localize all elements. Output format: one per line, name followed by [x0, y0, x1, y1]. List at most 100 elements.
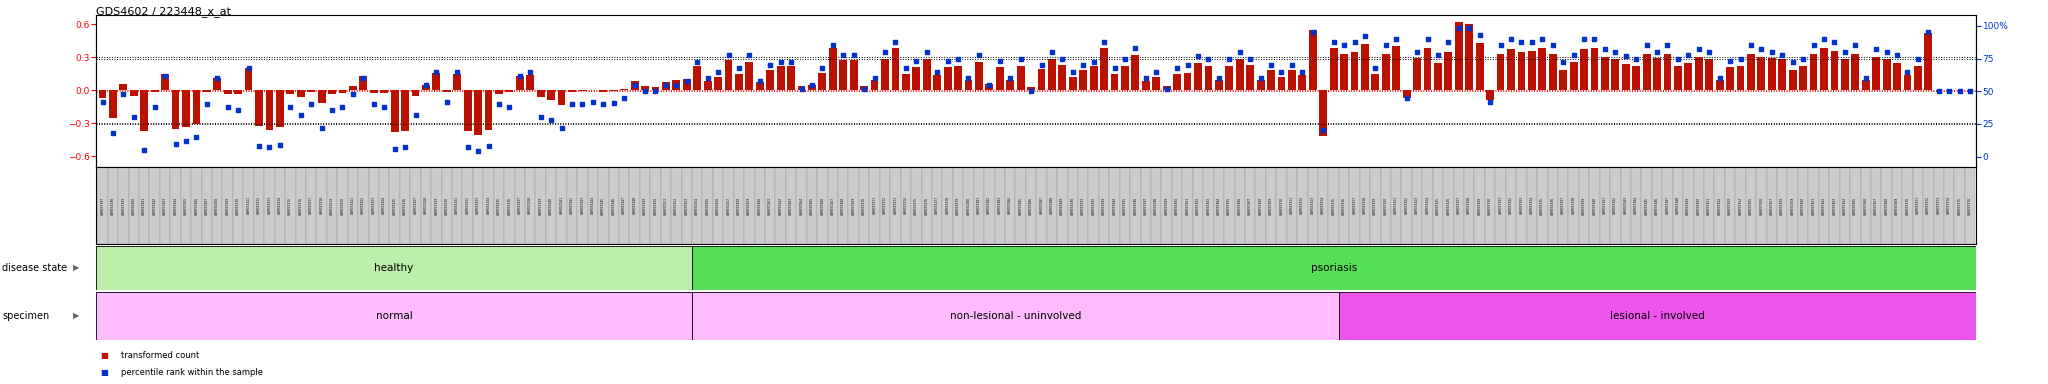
Text: GSM337201: GSM337201	[141, 196, 145, 215]
Bar	[807, 167, 817, 244]
Text: GSM337284: GSM337284	[1008, 197, 1012, 214]
Text: GSM337343: GSM337343	[1624, 197, 1628, 214]
Point	[565, 101, 598, 108]
Point	[827, 51, 860, 58]
Bar	[1380, 167, 1391, 244]
Bar	[129, 90, 137, 96]
Bar	[743, 167, 754, 244]
Text: GSM337216: GSM337216	[299, 196, 303, 215]
Point	[973, 81, 1006, 88]
Text: GSM337333: GSM337333	[1520, 197, 1524, 214]
Bar	[328, 90, 336, 94]
Bar	[1726, 67, 1735, 90]
Text: GSM337263: GSM337263	[788, 196, 793, 215]
Point	[160, 141, 193, 147]
Text: GSM337249: GSM337249	[643, 196, 647, 215]
Point	[1452, 25, 1485, 31]
Text: GSM337199: GSM337199	[121, 196, 125, 215]
Bar	[756, 83, 764, 90]
Bar	[1141, 167, 1151, 244]
Bar	[1036, 167, 1047, 244]
Point	[1620, 55, 1653, 61]
Bar	[213, 167, 223, 244]
Text: GSM337315: GSM337315	[1331, 196, 1335, 215]
Text: GSM337202: GSM337202	[154, 196, 158, 215]
Point	[1317, 38, 1350, 45]
Bar	[610, 90, 618, 91]
Point	[952, 75, 985, 81]
Bar	[1087, 167, 1100, 244]
Bar	[639, 167, 651, 244]
Bar	[453, 74, 461, 90]
Point	[1798, 42, 1831, 48]
Bar	[965, 80, 973, 90]
Bar	[1069, 77, 1077, 90]
Text: GSM337264: GSM337264	[799, 196, 803, 215]
Bar	[934, 75, 942, 90]
Text: GSM337338: GSM337338	[1571, 197, 1575, 214]
Point	[369, 104, 401, 110]
Text: GSM337340: GSM337340	[1593, 196, 1597, 215]
Bar	[1006, 80, 1014, 90]
Bar	[1696, 57, 1702, 90]
Bar	[1714, 167, 1724, 244]
Bar	[328, 167, 338, 244]
Point	[1327, 42, 1360, 48]
Bar	[963, 167, 973, 244]
Bar	[1434, 63, 1442, 90]
Bar	[1421, 167, 1434, 244]
Bar	[1100, 167, 1110, 244]
Text: GSM337347: GSM337347	[1665, 197, 1669, 214]
Bar	[745, 61, 754, 90]
Text: specimen: specimen	[2, 311, 49, 321]
Bar	[1057, 167, 1067, 244]
Point	[1307, 127, 1339, 134]
Text: GSM337361: GSM337361	[1812, 196, 1817, 215]
Bar	[1339, 54, 1348, 90]
Text: GSM337219: GSM337219	[330, 196, 334, 215]
Text: GSM337268: GSM337268	[842, 196, 846, 215]
Text: GSM337299: GSM337299	[1165, 196, 1169, 215]
Bar	[838, 167, 848, 244]
Text: GSM337256: GSM337256	[717, 196, 721, 215]
Bar	[672, 167, 682, 244]
Point	[1495, 36, 1528, 42]
Bar	[1059, 65, 1067, 90]
Bar	[1497, 54, 1505, 90]
Point	[598, 100, 631, 106]
Point	[1245, 75, 1278, 81]
Text: GSM337323: GSM337323	[1415, 197, 1419, 214]
Bar	[119, 167, 129, 244]
Bar	[567, 90, 575, 92]
Text: GSM337283: GSM337283	[997, 197, 1001, 214]
Bar	[786, 167, 797, 244]
Bar	[1829, 167, 1839, 244]
Text: GSM337200: GSM337200	[131, 196, 135, 215]
Bar	[463, 167, 473, 244]
Text: GSM337276: GSM337276	[926, 196, 928, 215]
Bar	[203, 90, 211, 92]
Bar	[516, 76, 524, 90]
Bar	[641, 86, 649, 90]
Bar	[1913, 167, 1923, 244]
Bar	[1810, 54, 1817, 90]
Bar	[870, 80, 879, 90]
Bar	[1808, 167, 1819, 244]
Point	[1141, 68, 1174, 74]
Bar	[1120, 167, 1130, 244]
Point	[1475, 99, 1507, 105]
Text: GSM337232: GSM337232	[465, 197, 469, 214]
Bar	[1454, 22, 1462, 90]
Bar	[1026, 167, 1036, 244]
Point	[86, 99, 119, 105]
Point	[588, 101, 621, 108]
Bar	[1016, 66, 1024, 90]
Point	[932, 58, 965, 64]
Text: GSM337220: GSM337220	[340, 196, 344, 215]
Point	[285, 112, 317, 118]
Text: GSM337300: GSM337300	[1176, 196, 1180, 215]
Bar	[379, 167, 389, 244]
Bar	[1925, 33, 1931, 90]
Bar	[358, 167, 369, 244]
Text: GSM337287: GSM337287	[1040, 197, 1044, 214]
